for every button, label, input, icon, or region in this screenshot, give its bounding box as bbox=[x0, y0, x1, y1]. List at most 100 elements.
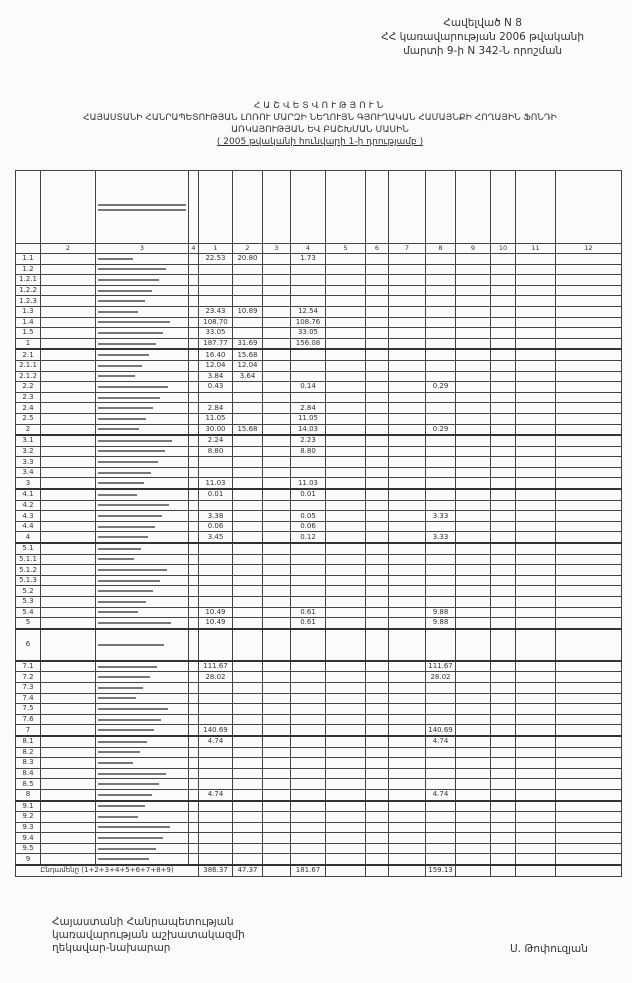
row-name bbox=[95, 735, 189, 748]
value-cell bbox=[365, 788, 389, 802]
row-code: 8 bbox=[15, 788, 41, 802]
total-value bbox=[555, 864, 622, 877]
value-cell bbox=[515, 381, 556, 393]
group-cell bbox=[40, 510, 96, 522]
value-cell bbox=[490, 274, 516, 286]
table-row: 1.1 22.53 20.80 1.73 bbox=[15, 253, 622, 265]
value-cell bbox=[325, 811, 366, 823]
title-date: ( 2005 թվականի հունվարի 1-ի դրությամբ ) bbox=[216, 137, 424, 147]
unit-cell bbox=[188, 606, 199, 619]
unit-cell bbox=[188, 295, 199, 307]
value-cell bbox=[262, 832, 291, 844]
value-cell: 0.29 bbox=[425, 423, 456, 437]
value-cell bbox=[455, 585, 491, 597]
value-cell bbox=[388, 606, 426, 619]
value-cell bbox=[388, 757, 426, 769]
value-cell bbox=[425, 596, 456, 608]
value-cell bbox=[388, 660, 426, 673]
document-reference: Հավելված N 8 ՀՀ կառավարության 2006 թվակա… bbox=[381, 16, 584, 58]
value-cell bbox=[290, 757, 326, 769]
value-cell bbox=[455, 703, 491, 715]
header-cell bbox=[388, 170, 426, 244]
unit-cell bbox=[188, 585, 199, 597]
value-cell bbox=[325, 477, 366, 491]
value-cell bbox=[325, 660, 366, 673]
value-cell bbox=[490, 660, 516, 673]
value-cell bbox=[290, 553, 326, 566]
row-name bbox=[95, 316, 189, 329]
value-cell bbox=[290, 564, 326, 576]
value-cell bbox=[262, 724, 291, 737]
value-cell bbox=[490, 628, 516, 662]
unit-cell bbox=[188, 660, 199, 673]
value-cell bbox=[425, 832, 456, 844]
group-cell bbox=[40, 295, 96, 307]
value-cell bbox=[262, 445, 291, 458]
value-cell bbox=[232, 713, 263, 726]
total-value: 47.37 bbox=[232, 864, 263, 877]
table-row: 5.3 bbox=[15, 596, 622, 608]
value-cell bbox=[555, 316, 622, 329]
value-cell bbox=[325, 767, 366, 780]
value-cell bbox=[490, 510, 516, 522]
value-cell bbox=[388, 520, 426, 533]
group-cell bbox=[40, 337, 96, 351]
row-code: 1.2 bbox=[15, 263, 41, 276]
table-row: 8.4 bbox=[15, 767, 622, 780]
row-code: 9.4 bbox=[15, 832, 41, 844]
value-cell bbox=[555, 434, 622, 447]
value-cell bbox=[490, 381, 516, 393]
table-row: 2.3 bbox=[15, 391, 622, 404]
value-cell bbox=[262, 596, 291, 608]
value-cell bbox=[515, 542, 556, 555]
total-value bbox=[455, 864, 491, 877]
value-cell bbox=[515, 692, 556, 705]
value-cell bbox=[262, 434, 291, 447]
value-cell bbox=[388, 596, 426, 608]
value-cell bbox=[555, 370, 622, 383]
row-name bbox=[95, 295, 189, 307]
value-cell bbox=[232, 778, 263, 790]
value-cell bbox=[490, 284, 516, 297]
decree-line: ՀՀ կառավարության 2006 թվականի bbox=[381, 31, 584, 43]
value-cell bbox=[290, 284, 326, 297]
value-cell bbox=[388, 628, 426, 662]
value-cell bbox=[290, 832, 326, 844]
value-cell bbox=[555, 564, 622, 576]
row-name bbox=[95, 542, 189, 555]
value-cell bbox=[555, 746, 622, 759]
row-name bbox=[95, 778, 189, 790]
value-cell bbox=[490, 423, 516, 437]
value-cell bbox=[232, 327, 263, 339]
value-cell bbox=[232, 456, 263, 468]
value-cell bbox=[262, 327, 291, 339]
value-cell bbox=[232, 821, 263, 834]
unit-cell bbox=[188, 359, 199, 372]
row-name bbox=[95, 445, 189, 458]
row-code: 4 bbox=[15, 531, 41, 545]
value-cell bbox=[198, 778, 233, 790]
value-cell bbox=[555, 713, 622, 726]
group-cell bbox=[40, 735, 96, 748]
table-row: 6 bbox=[15, 628, 622, 662]
value-cell bbox=[365, 724, 389, 737]
value-cell bbox=[555, 574, 622, 587]
value-cell bbox=[198, 456, 233, 468]
value-cell bbox=[515, 585, 556, 597]
unit-cell bbox=[188, 402, 199, 414]
value-cell bbox=[455, 466, 491, 479]
value-cell bbox=[555, 520, 622, 533]
row-code: 5.1.1 bbox=[15, 553, 41, 566]
value-cell bbox=[365, 735, 389, 748]
value-cell bbox=[490, 767, 516, 780]
row-name bbox=[95, 681, 189, 694]
unit-cell bbox=[188, 564, 199, 576]
unit-cell bbox=[188, 596, 199, 608]
unit-cell bbox=[188, 423, 199, 437]
value-cell: 10.49 bbox=[198, 617, 233, 630]
value-cell bbox=[290, 681, 326, 694]
value-cell bbox=[555, 402, 622, 414]
table-row: 3.3 bbox=[15, 456, 622, 468]
row-code: 6 bbox=[15, 628, 41, 662]
value-cell: 3.84 bbox=[198, 370, 233, 383]
